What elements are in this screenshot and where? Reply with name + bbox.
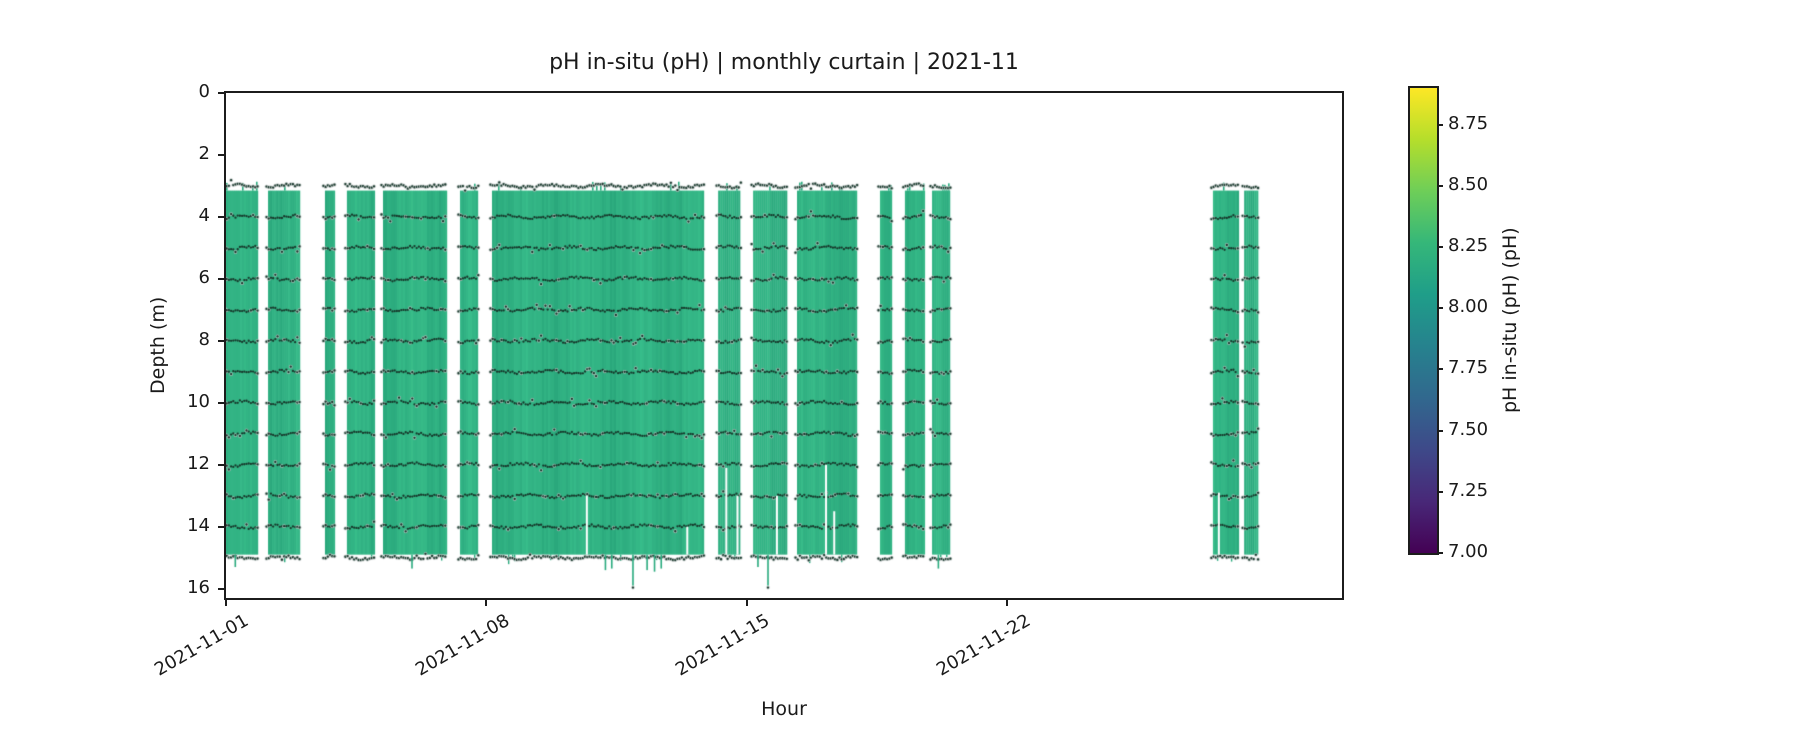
y-tick-label: 12 — [187, 452, 210, 474]
colorbar-tick-label: 7.50 — [1448, 418, 1489, 440]
y-tick-mark — [218, 463, 226, 466]
colorbar-tick-label: 8.75 — [1448, 112, 1489, 134]
colorbar-tick-label: 8.00 — [1448, 296, 1489, 318]
y-tick-mark — [218, 401, 226, 404]
x-axis-label: Hour — [761, 698, 807, 720]
x-tick-label: 2021-11-08 — [411, 610, 513, 681]
x-tick-label: 2021-11-22 — [932, 610, 1034, 681]
plot-frame — [224, 91, 1344, 600]
x-tick-mark — [745, 598, 748, 606]
y-tick-mark — [218, 215, 226, 218]
y-tick-label: 8 — [198, 328, 210, 350]
colorbar-tick-label: 7.75 — [1448, 357, 1489, 379]
colorbar-tick-label: 7.00 — [1448, 541, 1489, 562]
colorbar-tick-mark — [1437, 429, 1443, 432]
x-tick-label: 2021-11-15 — [672, 610, 774, 681]
y-tick-label: 6 — [198, 266, 210, 288]
y-tick-label: 0 — [198, 81, 210, 102]
colorbar-tick-label: 8.50 — [1448, 173, 1489, 195]
colorbar-tick-label: 7.25 — [1448, 479, 1489, 501]
x-tick-mark — [485, 598, 488, 606]
y-tick-mark — [218, 92, 226, 94]
plot-title: pH in-situ (pH) | monthly curtain | 2021… — [549, 50, 1019, 75]
colorbar-label: pH in-situ (pH) (pH) — [1499, 227, 1521, 413]
y-tick-label: 14 — [187, 514, 210, 536]
y-tick-mark — [218, 587, 226, 590]
y-tick-mark — [218, 153, 226, 156]
colorbar-tick-mark — [1437, 368, 1443, 371]
x-tick-mark — [225, 598, 227, 606]
x-tick-mark — [1006, 598, 1009, 606]
colorbar-tick-mark — [1437, 490, 1443, 493]
x-tick-label: 2021-11-01 — [151, 610, 253, 681]
y-tick-label: 16 — [187, 576, 210, 598]
y-tick-mark — [218, 339, 226, 342]
colorbar-tick-mark — [1437, 123, 1443, 126]
y-tick-label: 2 — [198, 142, 210, 164]
colorbar — [1408, 86, 1439, 555]
colorbar-tick-mark — [1437, 552, 1443, 554]
colorbar-tick-mark — [1437, 246, 1443, 249]
y-tick-label: 4 — [198, 204, 210, 226]
colorbar-tick-mark — [1437, 307, 1443, 310]
y-tick-mark — [218, 525, 226, 528]
curtain-canvas — [226, 93, 1342, 598]
y-tick-label: 10 — [187, 390, 210, 412]
colorbar-tick-label: 8.25 — [1448, 235, 1489, 257]
y-tick-mark — [218, 277, 226, 280]
colorbar-tick-mark — [1437, 184, 1443, 187]
